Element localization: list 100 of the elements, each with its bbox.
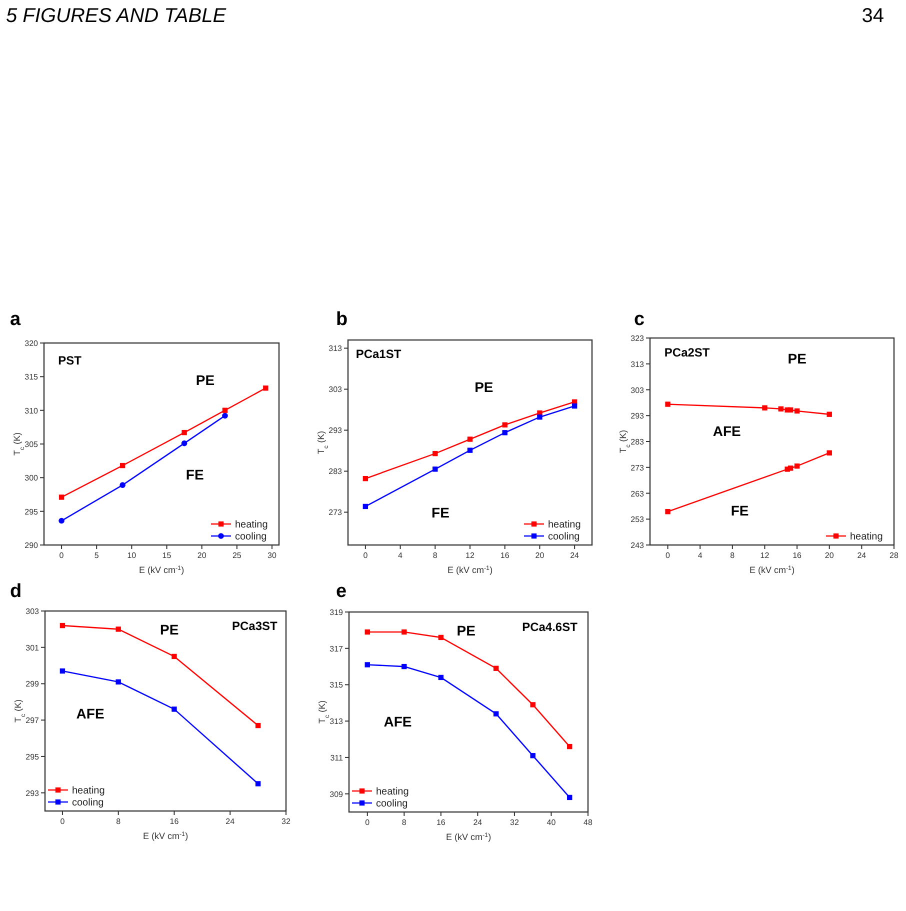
- x-tick-label: 30: [268, 551, 277, 560]
- x-tick-label: 16: [500, 551, 510, 560]
- y-tick-label: 315: [24, 372, 39, 382]
- annotation: PCa4.6ST: [522, 620, 578, 634]
- y-tick-label: 305: [24, 440, 39, 449]
- x-tick-label: 10: [127, 551, 137, 560]
- y-tick-label: 303: [26, 607, 40, 616]
- point: [58, 518, 64, 524]
- point: [116, 626, 121, 632]
- point: [665, 509, 670, 514]
- point: [438, 634, 444, 640]
- point: [762, 405, 768, 410]
- x-tick-label: 0: [363, 551, 368, 560]
- annotation: FE: [730, 502, 749, 518]
- annotation: AFE: [712, 423, 741, 440]
- point: [530, 702, 536, 708]
- x-tick-label: 40: [546, 818, 556, 827]
- x-tick-label: 20: [197, 551, 207, 560]
- y-tick-label: 297: [26, 716, 40, 726]
- y-tick-label: 253: [630, 515, 645, 524]
- chart-title: d: [10, 581, 22, 602]
- point: [364, 662, 370, 668]
- x-tick-label: 32: [510, 818, 520, 827]
- chart-title: a: [10, 309, 21, 330]
- x-tick-label: 4: [698, 551, 703, 560]
- point: [493, 711, 499, 716]
- point: [120, 482, 126, 488]
- x-tick-label: 24: [473, 818, 483, 827]
- y-tick-label: 293: [328, 426, 343, 436]
- annotation: PCa2ST: [664, 346, 710, 360]
- y-tick-label: 295: [26, 752, 40, 762]
- x-tick-label: 8: [730, 551, 736, 560]
- point: [362, 476, 368, 482]
- y-tick-label: 283: [328, 467, 343, 476]
- x-tick-label: 20: [535, 551, 545, 560]
- x-tick-label: 25: [232, 551, 242, 560]
- chart-title: e: [336, 581, 347, 602]
- point: [493, 666, 499, 671]
- y-tick-label: 243: [630, 541, 645, 550]
- annotation: PCa3ST: [232, 619, 278, 634]
- point: [402, 629, 407, 635]
- x-axis-title: E (kV cm$^{-1}$): [142, 830, 188, 841]
- y-tick-label: 299: [26, 680, 40, 689]
- x-tick-label: 0: [365, 818, 370, 827]
- point: [60, 622, 66, 628]
- y-tick-label: 273: [630, 463, 645, 472]
- legend-label: cooling: [376, 798, 408, 810]
- x-tick-label: 8: [432, 551, 438, 560]
- y-tick-label: 293: [630, 412, 645, 421]
- annotation: PCa1ST: [356, 346, 402, 361]
- annotation: PE: [160, 622, 179, 638]
- x-axis-title: E (kV cm$^{-1}$): [447, 564, 493, 575]
- chart-title: b: [336, 309, 348, 330]
- x-tick-label: 8: [402, 818, 407, 827]
- point: [172, 654, 177, 660]
- x-tick-label: 16: [170, 817, 180, 826]
- y-tick-label: 319: [330, 608, 344, 617]
- x-tick-label: 5: [94, 551, 100, 560]
- point: [794, 463, 800, 469]
- point: [467, 448, 473, 453]
- point: [432, 466, 438, 472]
- point: [362, 504, 368, 510]
- legend-label: heating: [376, 786, 409, 798]
- point: [255, 781, 261, 786]
- y-tick-label: 323: [630, 334, 645, 343]
- point: [222, 412, 228, 419]
- annotation: AFE: [384, 714, 412, 730]
- y-tick-label: 317: [330, 644, 344, 654]
- x-tick-label: 32: [282, 817, 291, 826]
- y-tick-label: 273: [328, 508, 343, 518]
- x-tick-label: 8: [116, 817, 122, 826]
- point: [222, 408, 228, 413]
- y-tick-label: 320: [24, 339, 39, 348]
- point: [567, 794, 572, 800]
- x-tick-label: 4: [398, 551, 404, 560]
- point: [263, 386, 268, 391]
- annotation: PE: [474, 379, 494, 396]
- point: [402, 664, 407, 670]
- annotation: PST: [58, 353, 82, 368]
- y-tick-label: 313: [630, 360, 645, 369]
- point: [438, 674, 444, 680]
- x-tick-label: 16: [436, 818, 446, 827]
- point: [572, 403, 578, 409]
- point: [826, 412, 832, 417]
- y-tick-label: 303: [328, 385, 343, 394]
- x-tick-label: 20: [824, 551, 834, 560]
- annotation: FE: [432, 504, 450, 521]
- x-tick-label: 24: [226, 817, 236, 826]
- x-tick-label: 12: [466, 551, 475, 560]
- y-tick-label: 313: [328, 344, 343, 354]
- text: 5 FIGURES AND TABLE: [6, 5, 227, 27]
- legend-label: cooling: [235, 532, 267, 542]
- x-tick-label: 15: [162, 551, 172, 560]
- point: [116, 679, 121, 685]
- point: [120, 462, 126, 468]
- point: [537, 414, 542, 420]
- x-tick-label: 48: [584, 818, 593, 827]
- point: [172, 706, 177, 712]
- legend-label: cooling: [548, 532, 580, 542]
- y-tick-label: 293: [26, 788, 40, 798]
